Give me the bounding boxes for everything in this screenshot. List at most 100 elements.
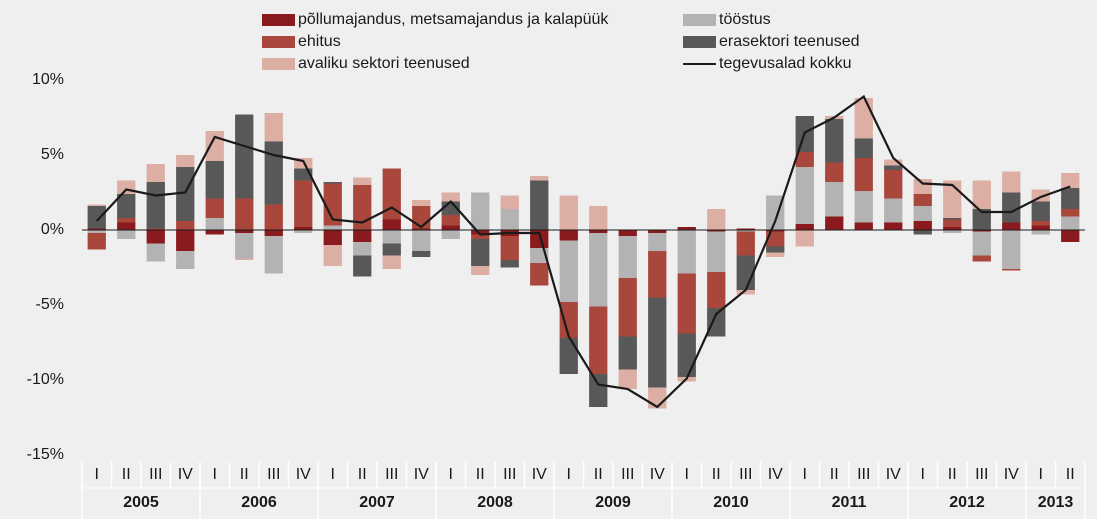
bar [589, 230, 608, 233]
bar [471, 192, 490, 230]
bar [205, 161, 224, 199]
x-tick-label: II [712, 466, 721, 483]
year-label: 2010 [713, 494, 749, 511]
bar [1002, 222, 1021, 230]
year-label: 2005 [123, 494, 159, 511]
bar [500, 195, 519, 209]
y-tick-label: -10% [27, 371, 64, 388]
bar [854, 98, 873, 139]
bar [500, 236, 519, 260]
bar [589, 206, 608, 230]
bar [972, 231, 991, 256]
bar [943, 218, 962, 220]
bar [117, 218, 136, 223]
bar [146, 230, 165, 244]
bar [176, 221, 195, 230]
bar [972, 230, 991, 232]
bar [176, 167, 195, 221]
bar [176, 230, 195, 251]
year-label: 2008 [477, 494, 513, 511]
bar [677, 230, 696, 274]
x-tick-label: IV [886, 466, 901, 483]
bar [766, 252, 785, 257]
bar [618, 236, 637, 278]
bar [707, 272, 726, 308]
bar [471, 266, 490, 275]
bar [441, 215, 460, 226]
bar [559, 240, 578, 302]
legend-swatch [683, 14, 716, 26]
bar [972, 180, 991, 209]
bar [117, 222, 136, 230]
bar [589, 233, 608, 307]
legend-swatch [683, 36, 716, 48]
bar [943, 219, 962, 227]
bar [323, 230, 342, 245]
x-tick-label: II [358, 466, 367, 483]
legend-label: põllumajandus, metsamajandus ja kalapüük [298, 11, 609, 28]
x-tick-label: IV [650, 466, 665, 483]
bar [1031, 221, 1050, 226]
x-tick-label: I [1039, 466, 1043, 483]
legend-swatch [262, 58, 295, 70]
bar [1061, 188, 1080, 209]
bar [176, 251, 195, 269]
bar [854, 138, 873, 158]
x-tick-label: III [975, 466, 988, 483]
bar [736, 290, 755, 295]
bar [264, 236, 283, 274]
bar [707, 209, 726, 230]
bar [884, 165, 903, 170]
bar [648, 251, 667, 298]
bar [264, 230, 283, 236]
bar [441, 225, 460, 230]
bar [146, 228, 165, 230]
y-tick-label: 10% [32, 71, 64, 88]
bar [412, 230, 431, 251]
bar [913, 194, 932, 206]
bar [264, 141, 283, 205]
bar [471, 234, 490, 239]
legend-label: tegevusalad kokku [719, 55, 852, 72]
total-line [95, 94, 1071, 409]
bar [1031, 225, 1050, 230]
x-tick-label: I [449, 466, 453, 483]
bar [323, 245, 342, 266]
bar [205, 230, 224, 235]
bar [1061, 230, 1080, 242]
bar [294, 230, 313, 233]
y-tick-label: 0% [41, 221, 64, 238]
bar [323, 182, 342, 184]
x-tick-label: III [267, 466, 280, 483]
bar [943, 227, 962, 230]
bar [500, 209, 519, 230]
bar [618, 230, 637, 236]
bar [559, 338, 578, 374]
x-tick-label: I [213, 466, 217, 483]
bar [913, 206, 932, 221]
bar [412, 251, 431, 257]
bar [441, 230, 460, 239]
bar [825, 216, 844, 230]
bar [677, 273, 696, 334]
bar [471, 230, 490, 235]
bar [235, 258, 254, 260]
bar [176, 155, 195, 167]
bar [559, 195, 578, 230]
x-tick-label: II [240, 466, 249, 483]
x-tick-label: III [857, 466, 870, 483]
year-label: 2009 [595, 494, 631, 511]
bar [1061, 209, 1080, 217]
bar [530, 263, 549, 286]
bar [648, 297, 667, 388]
bar [87, 228, 106, 230]
bar [412, 200, 431, 206]
x-tick-label: IV [768, 466, 783, 483]
bar [205, 131, 224, 161]
bar [353, 255, 372, 277]
x-tick-label: III [739, 466, 752, 483]
bar [353, 242, 372, 256]
bar [1002, 269, 1021, 271]
bar [618, 278, 637, 337]
x-tick-label: III [503, 466, 516, 483]
